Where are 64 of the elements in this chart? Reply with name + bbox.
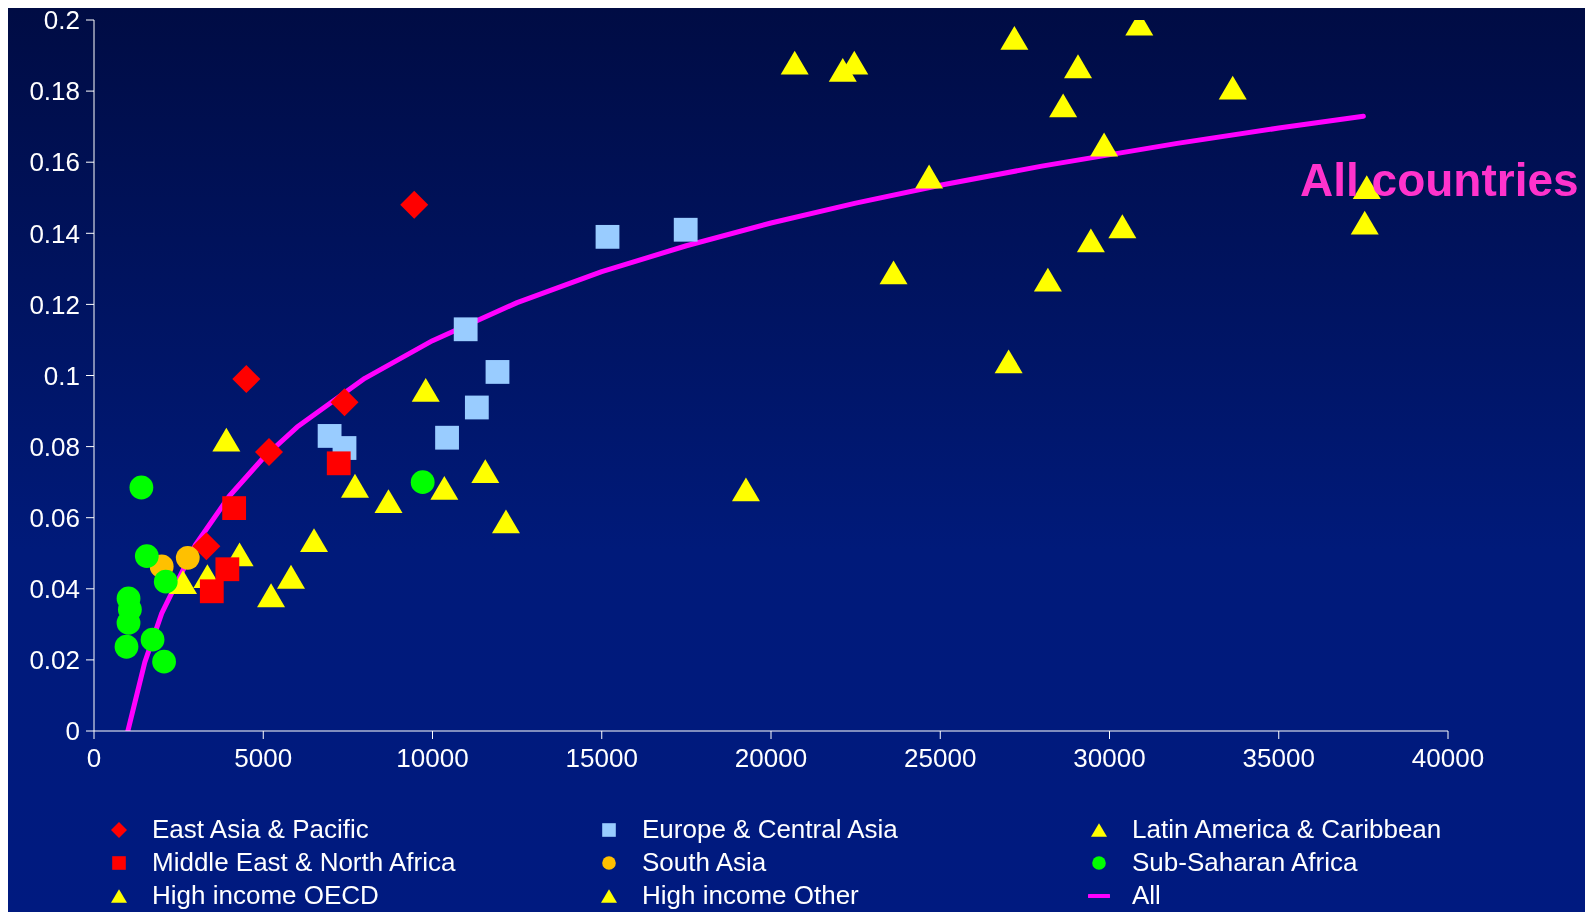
point	[1108, 214, 1137, 239]
point	[255, 437, 283, 466]
point	[152, 649, 176, 674]
y-tick-label: 0.16	[29, 147, 80, 178]
point	[915, 164, 944, 189]
point	[232, 365, 261, 394]
point	[192, 532, 221, 561]
x-tick-label: 25000	[904, 743, 977, 774]
point	[222, 496, 247, 520]
x-tick-label: 0	[86, 743, 102, 774]
point	[326, 451, 351, 476]
legend-label: Middle East & North Africa	[152, 847, 456, 878]
x-tick-label: 5000	[234, 743, 293, 774]
point	[435, 425, 459, 450]
point	[1350, 210, 1379, 235]
series-label: All countries	[1300, 153, 1579, 207]
point	[994, 349, 1023, 374]
point	[780, 50, 809, 75]
legend-label: High income OECD	[152, 880, 379, 911]
point	[330, 388, 359, 417]
point	[485, 360, 510, 384]
legend-label: All	[1132, 880, 1161, 911]
point	[1218, 75, 1247, 100]
point	[879, 260, 908, 285]
x-tick-label: 35000	[1242, 743, 1315, 774]
x-tick-label: 20000	[734, 743, 808, 774]
point	[1064, 54, 1093, 79]
point	[1076, 228, 1105, 253]
point	[1000, 25, 1029, 50]
y-tick-label: 0.12	[29, 289, 80, 320]
point	[199, 579, 224, 604]
point	[1090, 132, 1119, 157]
legend-label: East Asia & Pacific	[152, 814, 369, 845]
y-tick-label: 0.18	[29, 76, 80, 107]
y-tick-label: 0.04	[29, 574, 80, 605]
x-tick-label: 10000	[396, 743, 469, 774]
y-tick-label: 0.08	[29, 431, 80, 462]
y-tick-label: 0	[65, 716, 80, 747]
legend-label: Latin America & Caribbean	[1132, 814, 1442, 845]
point	[453, 317, 478, 342]
legend-label: Sub-Saharan Africa	[1132, 847, 1358, 878]
point	[153, 569, 178, 594]
point	[129, 475, 154, 500]
point	[410, 470, 435, 495]
point	[1049, 93, 1078, 118]
x-tick-label: 15000	[565, 743, 638, 774]
point	[464, 395, 489, 420]
y-tick-label: 0.02	[29, 645, 80, 676]
point	[215, 557, 240, 582]
point	[140, 627, 165, 652]
point	[1033, 267, 1062, 292]
y-tick-label: 0.14	[29, 218, 80, 249]
point	[134, 544, 159, 568]
legend-label: South Asia	[642, 847, 767, 878]
point	[114, 634, 139, 659]
x-tick-label: 30000	[1073, 743, 1146, 774]
point	[175, 545, 200, 570]
y-tick-label: 0.1	[43, 360, 80, 391]
x-tick-label: 40000	[1411, 743, 1485, 774]
legend-label: High income Other	[642, 880, 859, 911]
point	[828, 57, 857, 82]
y-tick-label: 0.06	[29, 502, 80, 533]
y-tick-label: 0.2	[43, 5, 80, 36]
legend-label: Europe & Central Asia	[642, 814, 898, 845]
